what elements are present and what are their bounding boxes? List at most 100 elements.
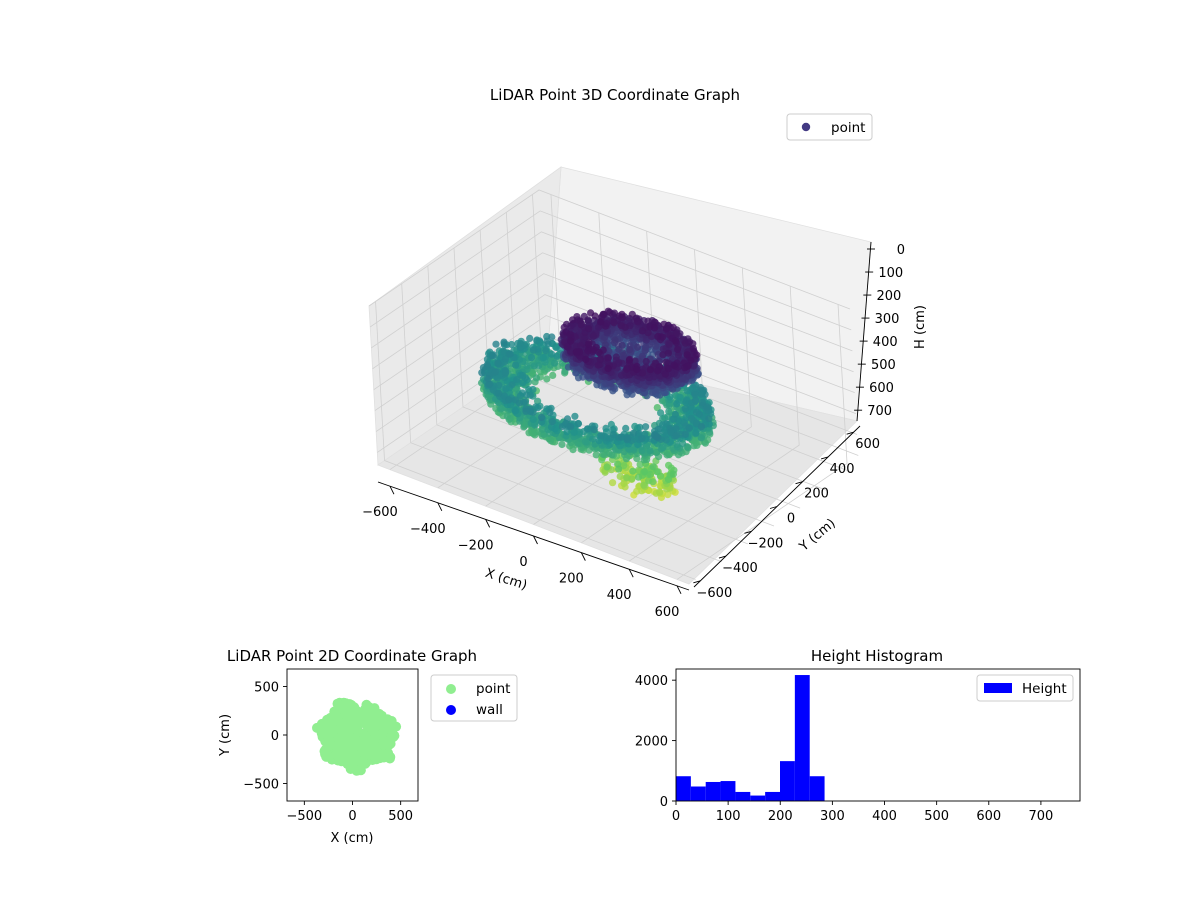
point-2d-372 [316,728,327,739]
x-tick-3d-3 [533,535,538,545]
y-tick-3d-2 [744,530,752,534]
legend-2d-marker-wall [446,705,456,715]
point-3d-1755 [546,408,554,417]
grid-line-x-6 [676,304,848,580]
chart-3d-title: LiDAR Point 3D Coordinate Graph [490,86,740,104]
grid-line-y-1 [401,283,722,563]
z-tick-label-3d-2: 200 [876,289,901,304]
point-3d-3498 [603,320,611,328]
point-3d-3521 [569,316,577,324]
z-tick-label-3d-1: 100 [878,266,903,281]
point-3d-3559 [567,337,575,345]
x-tick-label-3d-1: −400 [410,522,446,537]
point-3d-2789 [634,343,642,351]
point-3d-3473 [638,327,646,335]
point-3d-72 [616,472,624,480]
point-3d-1834 [478,369,486,377]
x-tick-label-2d-2: 500 [388,809,413,824]
point-3d-1805 [548,418,556,426]
point-3d-87 [640,481,648,489]
grid-line-z-1 [369,210,852,331]
point-3d-3476 [661,370,670,378]
point-3d-1839 [538,413,546,421]
point-3d-1722 [662,436,670,444]
point-3d-1784 [506,350,514,358]
legend-3d: point [786,113,873,141]
histogram-bar-6 [765,791,780,801]
point-2d-403 [353,718,364,729]
points-2d [312,697,402,776]
point-2d-408 [336,733,347,744]
x-tick-label-2d-1: 0 [348,809,356,824]
x-tick-label-3d-3: 0 [519,555,527,570]
point-3d-1560 [692,429,700,437]
point-2d-419 [332,698,343,709]
point-3d-3453 [639,369,647,377]
panel-histogram: Height Histogram 0 100 200 300 400 500 600 7000… [635,647,1081,824]
point-3d-2802 [618,341,626,349]
point-2d-389 [391,721,402,732]
histogram-bar-1 [690,786,706,801]
point-2d-382 [380,714,391,725]
histogram-title: Height Histogram [811,647,943,665]
point-3d-3551 [683,351,691,359]
point-3d-1557 [548,350,556,358]
y-tick-label-hist-1: 2000 [635,735,668,750]
y-tick-label-3d-4: 200 [804,487,829,502]
histogram-bar-8 [794,675,810,801]
x-tick-label-hist-0: 0 [672,809,680,824]
point-2d-392 [366,719,377,730]
point-3d-1046 [646,447,654,455]
point-3d-1631 [542,347,550,355]
point-3d-1488 [636,423,644,431]
point-3d-3543 [660,320,668,328]
grid-line-z-6 [375,315,858,435]
x-tick-3d-2 [485,519,491,528]
point-3d-3557 [633,365,641,373]
y-tick-label-2d-0: −500 [243,778,279,793]
point-2d-415 [383,740,394,751]
point-3d-1705 [529,346,538,354]
point-3d-3359 [665,340,673,348]
point-3d-3049 [642,336,650,344]
point-3d-1748 [691,397,700,405]
point-3d-2823 [626,346,634,354]
y-tick-label-hist-0: 0 [660,795,668,810]
grid-line-z-2 [371,231,853,352]
grid-line-z-5 [374,294,857,414]
legend-3d-marker [801,122,811,132]
point-3d-3530 [664,365,673,373]
point-3d-3366 [612,353,620,361]
x-tick-label-hist-3: 300 [820,809,845,824]
x-tick-label-3d-0: −600 [362,505,398,520]
point-3d-3553 [585,340,593,348]
y-tick-3d-4 [795,481,803,485]
point-3d-1737 [502,368,510,376]
point-3d-1798 [697,390,706,398]
point-3d-1826 [548,333,556,341]
y-axis-label-3d: Y (cm) [796,516,839,555]
panel-3d-scatter: LiDAR Point 3D Coordinate Graph −600 −400… [362,86,928,620]
point-3d-2640 [652,342,660,350]
point-3d-1081 [659,443,667,451]
grid-line-x-5 [628,286,800,562]
y-tick-label-hist-2: 4000 [635,674,668,689]
x-axis-label-2d: X (cm) [331,831,374,846]
point-3d-3462 [662,358,670,366]
point-3d-3550 [604,364,612,372]
point-3d-1351 [529,415,537,423]
point-3d-1149 [673,441,681,449]
y-tick-label-3d-2: −200 [748,536,784,551]
x-tick-3d-5 [628,569,634,578]
point-3d-1715 [687,414,695,423]
point-3d-794 [684,443,692,452]
point-3d-3443 [577,342,585,350]
point-2d-410 [343,727,354,738]
point-3d-55 [655,488,664,496]
point-3d-112 [649,478,657,486]
ticks-2d: −500 0 500 −500 0 500 [243,680,413,824]
point-3d-3540 [693,351,701,359]
x-tick-label-3d-5: 400 [607,588,632,603]
y-tick-label-3d-0: −600 [697,586,733,601]
point-3d-1791 [685,424,693,432]
